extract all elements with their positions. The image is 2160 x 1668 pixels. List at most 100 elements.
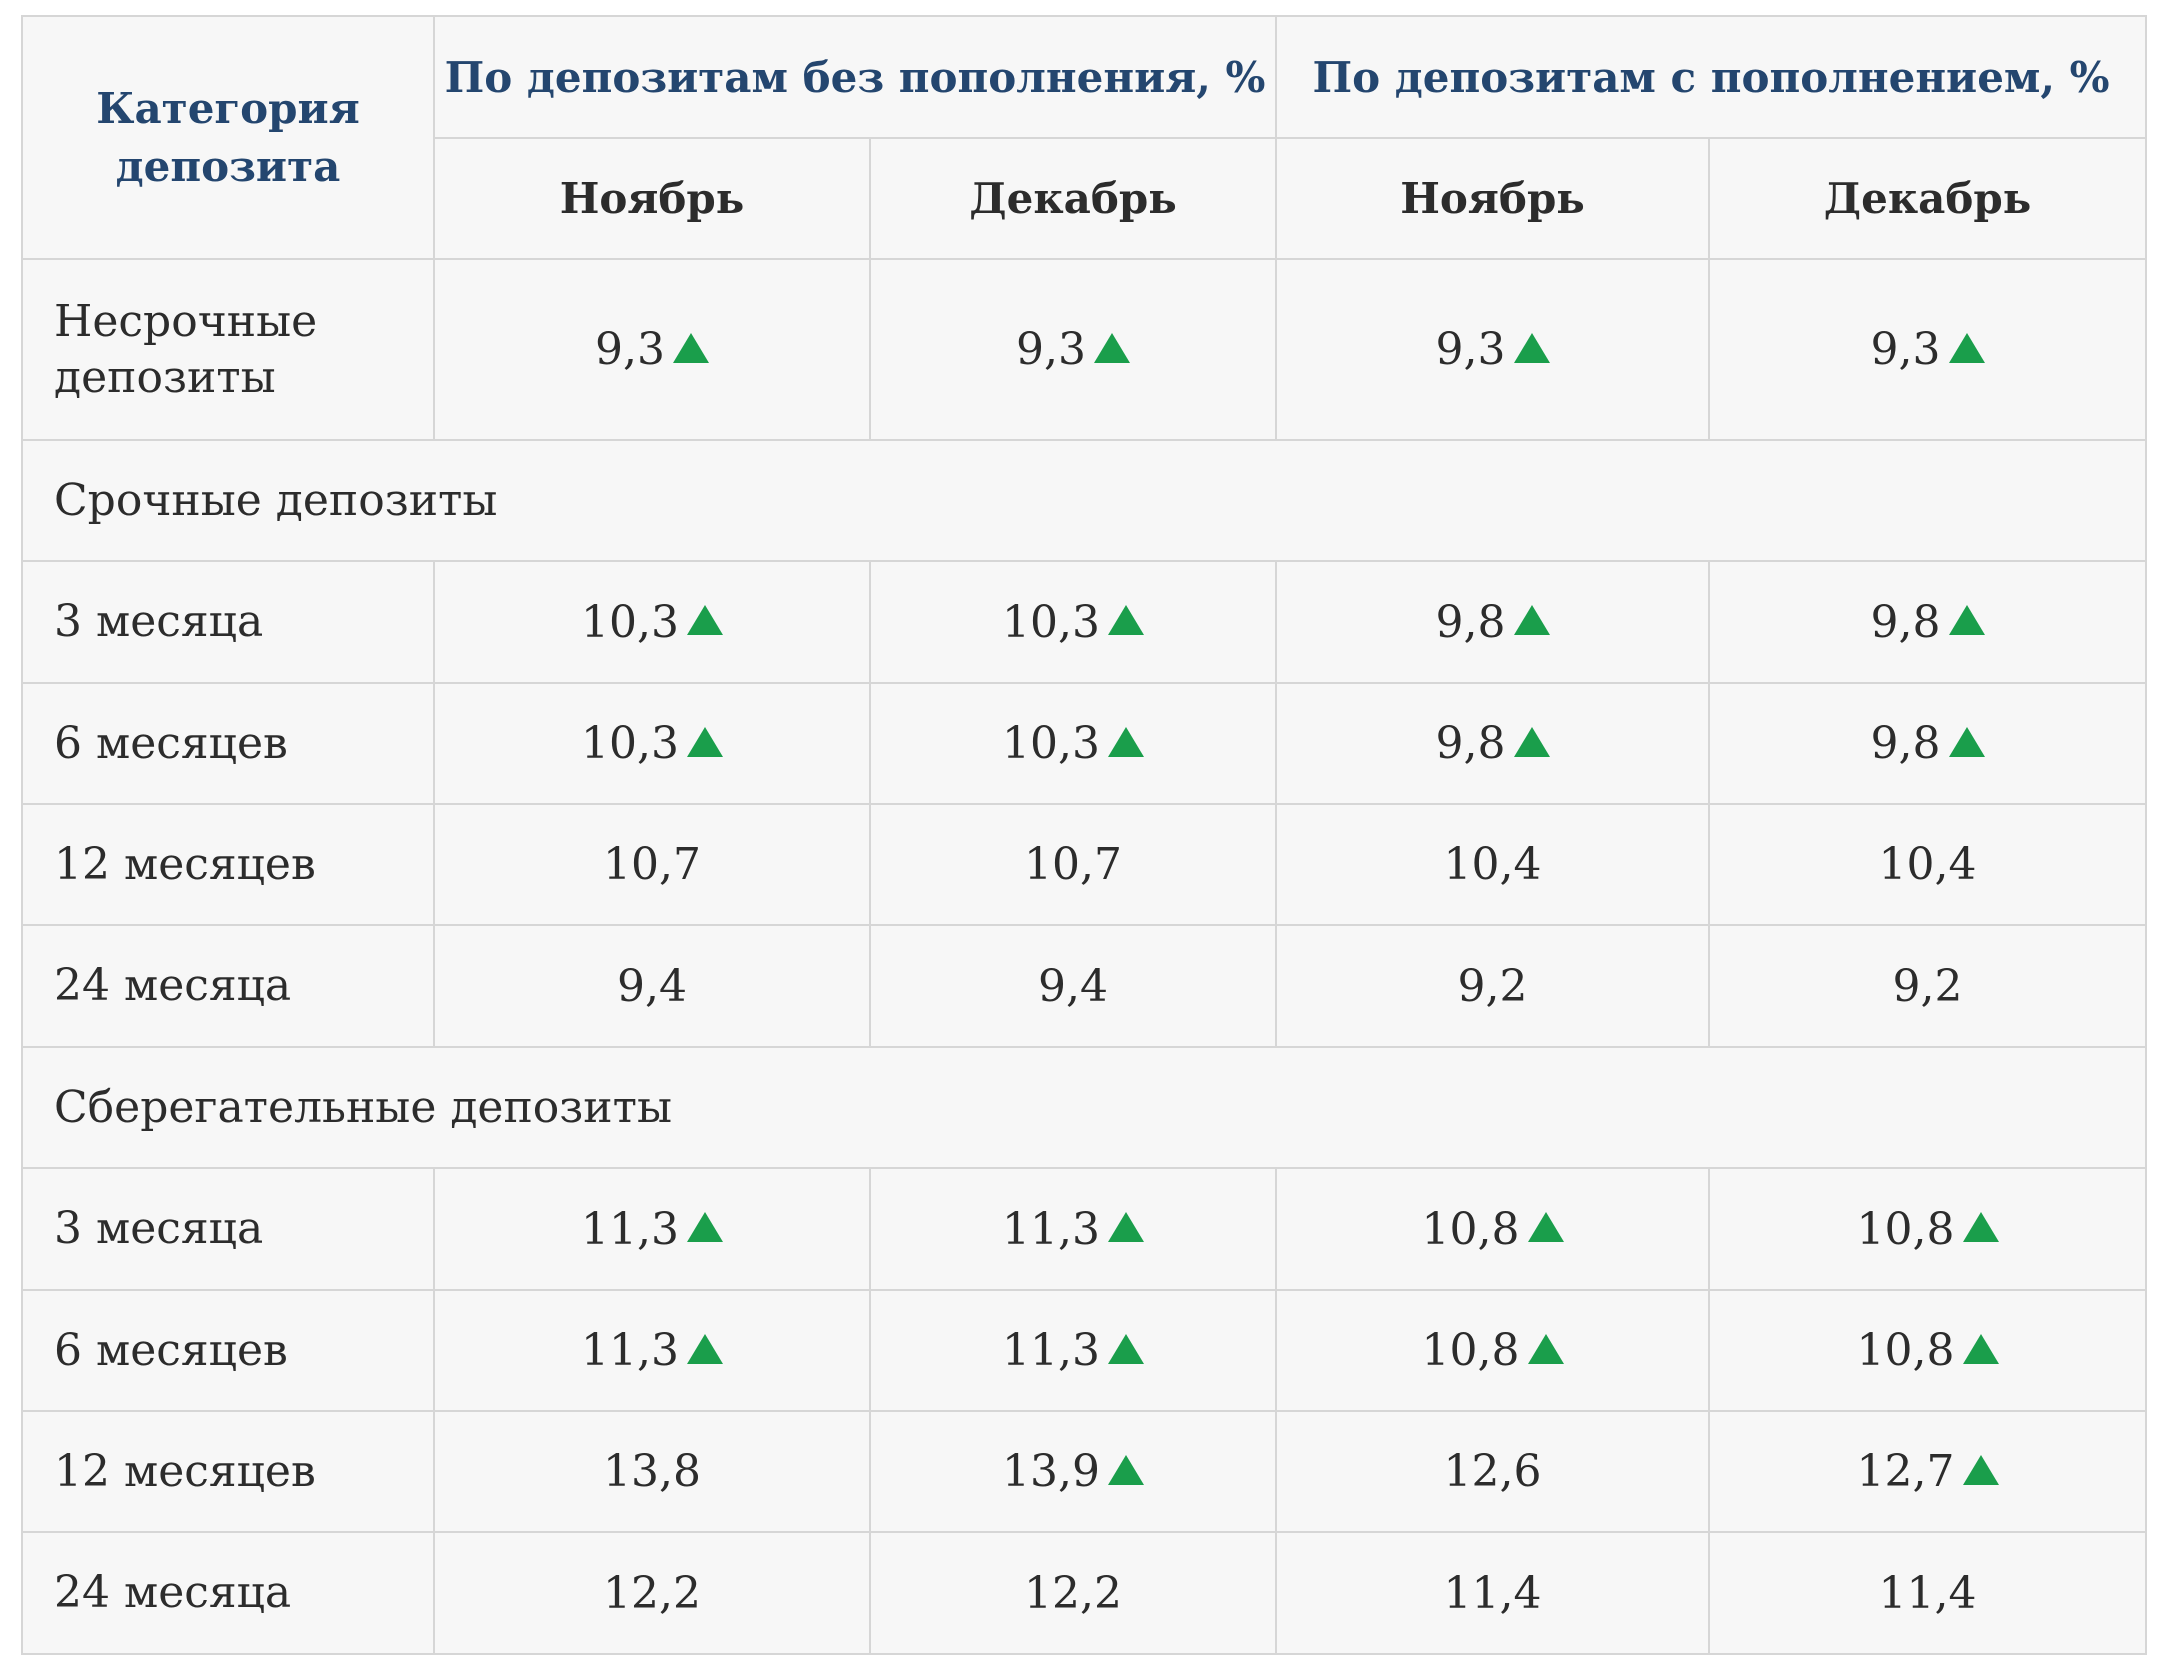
rate-value: 11,3 [581, 1325, 679, 1376]
rate-cell: 10,8 [1275, 1167, 1711, 1291]
rate-cell: 9,2 [1708, 924, 2148, 1048]
rate-cell: 9,4 [433, 924, 871, 1048]
rate-value: 9,3 [595, 324, 665, 375]
rate-value: 9,8 [1435, 718, 1506, 769]
section-row-savings: Сберегательные депозиты [20, 1046, 2148, 1169]
rate-value: 12,6 [1443, 1446, 1542, 1497]
rate-value: 11,4 [1443, 1567, 1542, 1619]
rate-value: 13,8 [603, 1446, 701, 1497]
rate-cell: 13,9 [868, 1410, 1278, 1533]
row-label: 12 месяцев [21, 803, 435, 926]
rate-cell: 9,8 [1275, 560, 1711, 684]
header-group-topup: По депозитам с пополнением, % [1275, 15, 2148, 139]
rate-value: 10,7 [1024, 839, 1122, 890]
up-arrow-icon [1107, 1333, 1144, 1364]
rate-cell: 12,7 [1708, 1410, 2148, 1533]
up-arrow-icon [1107, 1212, 1144, 1242]
table-row: 12 месяцев 13,8 13,9 12,6 12,7 [21, 1410, 2148, 1533]
rate-cell: 12,2 [868, 1531, 1278, 1655]
rate-cell: 11,3 [433, 1289, 871, 1412]
header-month-dec-topup: Декабрь [1708, 137, 2148, 260]
rate-cell: 11,3 [868, 1289, 1278, 1412]
rate-cell: 12,2 [433, 1531, 871, 1655]
rate-value: 9,4 [617, 960, 687, 1012]
up-arrow-icon [1948, 605, 1985, 635]
up-arrow-icon [1094, 332, 1130, 363]
row-label: 24 месяца [21, 924, 435, 1048]
rate-cell: 10,8 [1708, 1167, 2148, 1291]
header-group-no-topup: По депозитам без пополнения, % [432, 15, 1278, 139]
table-row: 3 месяца 11,3 11,3 10,8 10,8 [21, 1167, 2148, 1291]
row-label: 3 месяца [21, 1167, 435, 1291]
rate-cell: 11,4 [1708, 1531, 2148, 1655]
up-arrow-icon [1513, 332, 1550, 363]
up-arrow-icon [686, 1212, 723, 1242]
up-arrow-icon [1107, 1454, 1144, 1485]
header-month-nov-no-topup: Ноябрь [433, 137, 871, 260]
rate-value: 9,4 [1038, 960, 1108, 1012]
rate-value: 12,2 [1024, 1567, 1122, 1619]
rate-cell: 10,7 [433, 803, 871, 926]
rate-value: 11,3 [581, 1203, 679, 1255]
rate-value: 13,9 [1002, 1446, 1100, 1497]
rate-cell: 9,8 [1275, 682, 1711, 805]
rate-value: 10,8 [1421, 1203, 1520, 1255]
up-arrow-icon [1948, 726, 1985, 757]
up-arrow-icon [1962, 1333, 1999, 1364]
rate-cell: 9,3 [868, 258, 1278, 441]
rate-cell: 11,4 [1275, 1531, 1711, 1655]
rate-cell: 9,3 [1275, 258, 1711, 441]
rate-value: 9,8 [1870, 718, 1941, 769]
up-arrow-icon [1107, 605, 1144, 635]
section-row-term: Срочные депозиты [20, 439, 2148, 562]
row-label: 24 месяца [21, 1531, 435, 1655]
rate-value: 10,8 [1421, 1325, 1520, 1376]
row-label: 6 месяцев [21, 1289, 435, 1412]
rate-cell: 9,8 [1708, 560, 2148, 684]
rate-value: 10,8 [1856, 1325, 1955, 1376]
rate-value: 10,4 [1443, 839, 1542, 890]
rate-cell: 10,3 [433, 560, 871, 684]
deposit-rates-table: Категория депозита По депозитам без попо… [20, 15, 2148, 1655]
section-title-term: Срочные депозиты [20, 439, 2148, 562]
up-arrow-icon [1513, 605, 1550, 635]
rate-value: 11,4 [1878, 1567, 1977, 1619]
rate-value: 9,3 [1435, 324, 1506, 375]
rate-cell: 9,2 [1275, 924, 1711, 1048]
rate-value: 10,8 [1856, 1203, 1955, 1255]
up-arrow-icon [1962, 1212, 1999, 1242]
header-row-months: Ноябрь Декабрь Ноябрь Декабрь [22, 137, 2148, 260]
rate-value: 9,8 [1435, 596, 1506, 648]
table-row: 24 месяца 9,4 9,4 9,2 9,2 [21, 924, 2148, 1048]
section-title-savings: Сберегательные депозиты [20, 1046, 2148, 1169]
rate-value: 12,7 [1856, 1446, 1955, 1497]
up-arrow-icon [686, 605, 723, 635]
up-arrow-icon [1948, 332, 1985, 363]
up-arrow-icon [1962, 1454, 1999, 1485]
rate-value: 9,3 [1870, 324, 1941, 375]
rate-value: 10,3 [581, 596, 679, 648]
up-arrow-icon [1527, 1212, 1564, 1242]
row-label: 12 месяцев [21, 1410, 435, 1533]
rate-value: 11,3 [1002, 1203, 1100, 1255]
rate-cell: 10,3 [433, 682, 871, 805]
up-arrow-icon [1513, 726, 1550, 757]
up-arrow-icon [686, 1333, 723, 1364]
rate-cell: 10,4 [1275, 803, 1711, 926]
table-row: 12 месяцев 10,7 10,7 10,4 10,4 [21, 803, 2148, 926]
rate-cell: 10,3 [868, 560, 1278, 684]
rate-value: 11,3 [1002, 1325, 1100, 1376]
table-row: 6 месяцев 10,3 10,3 9,8 9,8 [21, 682, 2148, 805]
row-label: Несрочные депозиты [21, 258, 435, 441]
rate-value: 10,3 [1002, 718, 1100, 769]
table-row: 6 месяцев 11,3 11,3 10,8 10,8 [21, 1289, 2148, 1412]
rate-cell: 11,3 [868, 1167, 1278, 1291]
rate-value: 9,2 [1457, 960, 1528, 1012]
rate-cell: 9,8 [1708, 682, 2148, 805]
table-row: 3 месяца 10,3 10,3 9,8 9,8 [21, 560, 2148, 684]
rate-value: 12,2 [603, 1567, 701, 1619]
header-month-dec-no-topup: Декабрь [868, 137, 1278, 260]
rate-cell: 9,3 [1708, 258, 2148, 441]
up-arrow-icon [1527, 1333, 1564, 1364]
rate-value: 10,3 [581, 718, 679, 769]
